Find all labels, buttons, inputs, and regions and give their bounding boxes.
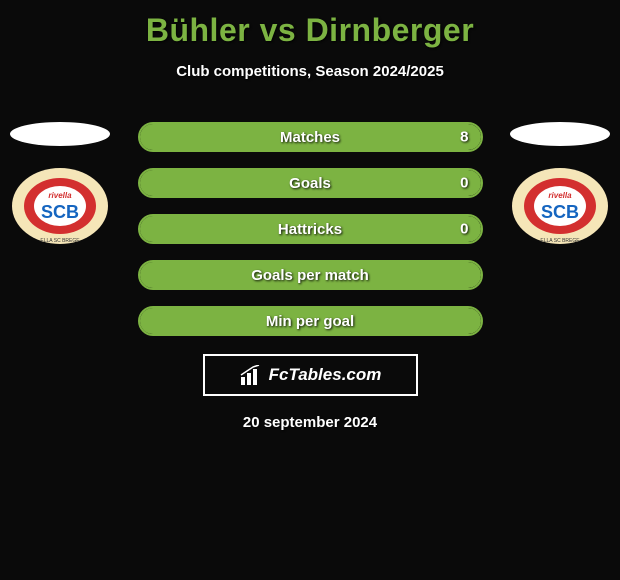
stat-row: Goals per match [138,260,483,290]
brand-label: FcTables.com [269,365,382,385]
svg-text:rivella: rivella [48,191,72,200]
stat-label: Matches [280,129,340,146]
stat-value-right: 0 [460,175,468,192]
player-right-avatar [510,122,610,146]
page-title: Bühler vs Dirnberger [0,0,620,49]
player-left-club-badge: rivella SCB ELLA SC BREGE [10,166,110,246]
stat-row: Goals 0 [138,168,483,198]
stat-label: Min per goal [266,313,354,330]
comparison-content: rivella SCB ELLA SC BREGE rivella SCB EL… [0,122,620,336]
stat-row: Hattricks 0 [138,214,483,244]
stat-label: Goals [289,175,331,192]
brand-link[interactable]: FcTables.com [203,354,418,396]
stat-label: Goals per match [251,267,369,284]
stat-row: Min per goal [138,306,483,336]
stat-value-right: 0 [460,221,468,238]
stat-row: Matches 8 [138,122,483,152]
svg-text:SCB: SCB [541,202,579,222]
date-label: 20 september 2024 [0,414,620,431]
subtitle: Club competitions, Season 2024/2025 [0,63,620,80]
player-right-club-badge: rivella SCB ELLA SC BREGE [510,166,610,246]
player-right-column: rivella SCB ELLA SC BREGE [500,122,620,246]
stat-value-right: 8 [460,129,468,146]
stats-container: Matches 8 Goals 0 Hattricks 0 Goals per match M… [138,122,483,336]
player-left-avatar [10,122,110,146]
stat-label: Hattricks [278,221,342,238]
brand-chart-icon [239,365,263,385]
svg-text:rivella: rivella [548,191,572,200]
svg-text:ELLA SC BREGE: ELLA SC BREGE [40,238,80,244]
svg-text:SCB: SCB [41,202,79,222]
player-left-column: rivella SCB ELLA SC BREGE [0,122,120,246]
svg-text:ELLA SC BREGE: ELLA SC BREGE [540,238,580,244]
